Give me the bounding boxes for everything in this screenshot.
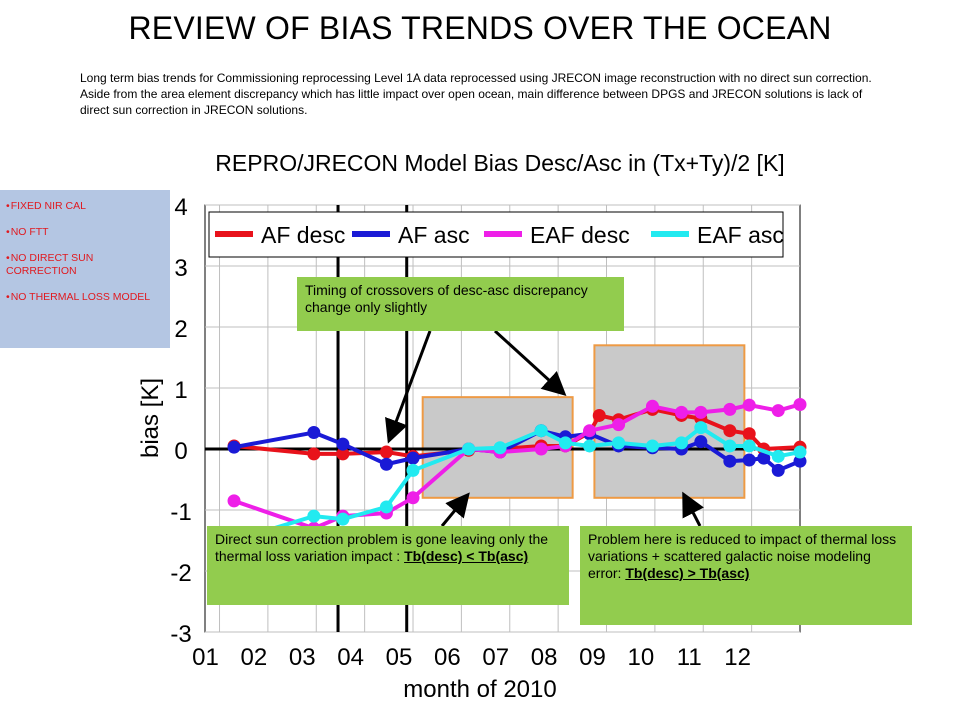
x-tick-label: 12 xyxy=(724,644,751,671)
data-point xyxy=(645,399,659,413)
x-tick-label: 04 xyxy=(337,644,364,671)
x-tick-label: 09 xyxy=(579,644,606,671)
callout-timing: Timing of crossovers of desc-asc discrep… xyxy=(297,277,624,331)
y-tick-label: 2 xyxy=(174,316,187,343)
callout-sun-emphasis: Tb(desc) < Tb(asc) xyxy=(404,548,529,564)
data-point xyxy=(771,449,785,463)
data-point xyxy=(592,408,606,422)
legend-entry: EAF desc xyxy=(530,222,630,248)
y-tick-label: -2 xyxy=(170,560,191,587)
y-tick-label: -3 xyxy=(170,621,191,648)
y-tick-label: 1 xyxy=(174,377,187,404)
side-notes-box: FIXED NIR CAL NO FTT NO DIRECT SUN CORRE… xyxy=(0,190,170,348)
callout-loss-emphasis: Tb(desc) > Tb(asc) xyxy=(625,565,750,581)
data-point xyxy=(493,441,507,455)
x-axis-label: month of 2010 xyxy=(403,676,556,703)
data-point xyxy=(793,454,807,468)
x-tick-label: 10 xyxy=(628,644,655,671)
data-point xyxy=(583,424,597,438)
legend-entry: AF desc xyxy=(261,222,345,248)
data-point xyxy=(723,424,737,438)
legend-entry: EAF asc xyxy=(697,222,784,248)
callout-arrow xyxy=(682,491,704,527)
callout-timing-text: Timing of crossovers of desc-asc discrep… xyxy=(305,282,588,315)
data-point xyxy=(379,500,393,514)
x-tick-label: 07 xyxy=(482,644,509,671)
callout-arrow xyxy=(493,329,567,397)
data-point xyxy=(558,436,572,450)
y-tick-label: 4 xyxy=(174,194,187,221)
data-point xyxy=(336,512,350,526)
callout-sun-text: Direct sun correction problem is gone le… xyxy=(215,531,549,564)
data-point xyxy=(406,463,420,477)
x-tick-label: 08 xyxy=(531,644,558,671)
y-axis-label: bias [K] xyxy=(137,378,164,458)
data-point xyxy=(534,424,548,438)
callout-loss-text: Problem here is reduced to impact of the… xyxy=(588,531,897,581)
data-point xyxy=(336,447,350,461)
data-point xyxy=(694,405,708,419)
data-point xyxy=(742,439,756,453)
data-point xyxy=(406,491,420,505)
intro-text: Long term bias trends for Commissioning … xyxy=(80,71,872,117)
data-point xyxy=(723,454,737,468)
data-point xyxy=(674,436,688,450)
data-point xyxy=(406,451,420,465)
x-tick-label: 11 xyxy=(677,644,702,671)
legend: AF desc AF asc EAF desc EAF asc xyxy=(208,211,784,258)
chart-title: REPRO/JRECON Model Bias Desc/Asc in (Tx+… xyxy=(215,150,785,176)
x-tick-label: 01 xyxy=(192,644,219,671)
slide-title: REVIEW OF BIAS TRENDS OVER THE OCEAN xyxy=(128,10,832,46)
data-point xyxy=(534,442,548,456)
data-point xyxy=(793,397,807,411)
data-point xyxy=(757,451,771,465)
data-point xyxy=(336,437,350,451)
callout-sun-correction: Direct sun correction problem is gone le… xyxy=(207,526,569,605)
callout-thermal-loss: Problem here is reduced to impact of the… xyxy=(580,526,912,625)
x-tick-label: 02 xyxy=(241,644,268,671)
y-tick-label: -1 xyxy=(170,499,191,526)
y-tick-label: 3 xyxy=(174,255,187,282)
x-tick-label: 03 xyxy=(289,644,316,671)
data-point xyxy=(462,442,476,456)
data-point xyxy=(227,440,241,454)
data-point xyxy=(742,453,756,467)
data-point xyxy=(771,404,785,418)
data-point xyxy=(723,439,737,453)
callout-arrow xyxy=(440,492,470,527)
x-tick-label: 05 xyxy=(386,644,413,671)
data-point xyxy=(307,447,321,461)
data-point xyxy=(227,494,241,508)
side-note-item: NO DIRECT SUN CORRECTION xyxy=(6,252,166,278)
data-point xyxy=(379,457,393,471)
data-point xyxy=(379,445,393,459)
data-point xyxy=(612,418,626,432)
data-point xyxy=(742,398,756,412)
data-point xyxy=(612,436,626,450)
data-point xyxy=(771,463,785,477)
data-point xyxy=(694,421,708,435)
side-note-item: NO FTT xyxy=(6,226,166,239)
data-point xyxy=(742,427,756,441)
data-point xyxy=(674,405,688,419)
data-point xyxy=(723,402,737,416)
y-tick-label: 0 xyxy=(174,438,187,465)
data-point xyxy=(307,509,321,523)
side-note-item: NO THERMAL LOSS MODEL xyxy=(6,291,166,304)
callout-arrow xyxy=(385,330,432,444)
x-tick-label: 06 xyxy=(434,644,461,671)
data-point xyxy=(645,439,659,453)
side-note-item: FIXED NIR CAL xyxy=(6,200,166,213)
data-point xyxy=(793,445,807,459)
data-point xyxy=(583,439,597,453)
legend-entry: AF asc xyxy=(398,222,470,248)
data-point xyxy=(307,426,321,440)
data-point xyxy=(694,435,708,449)
